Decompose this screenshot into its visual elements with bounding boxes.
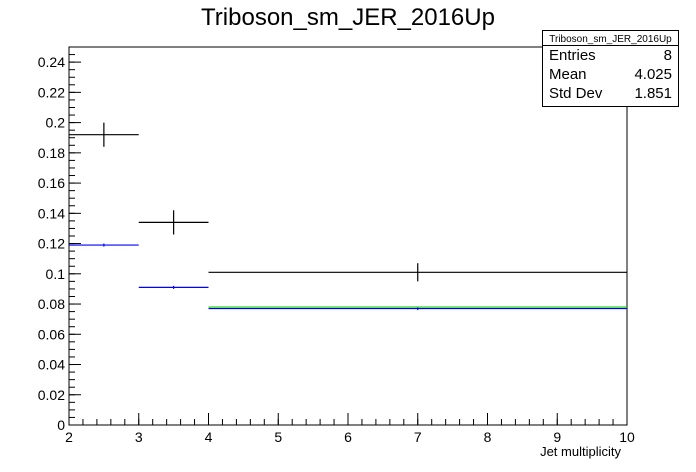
y-tick-label: 0.06 bbox=[38, 326, 65, 342]
stats-label: Entries bbox=[549, 47, 596, 64]
x-tick-label: 8 bbox=[484, 429, 492, 445]
y-tick-label: 0 bbox=[57, 417, 65, 433]
y-tick-label: 0.04 bbox=[38, 357, 65, 373]
x-tick-label: 7 bbox=[414, 429, 422, 445]
x-tick-label: 9 bbox=[553, 429, 561, 445]
stats-row-mean: Mean 4.025 bbox=[543, 65, 678, 84]
stats-value: 1.851 bbox=[634, 85, 672, 102]
y-tick-label: 0.02 bbox=[38, 387, 65, 403]
stats-value: 8 bbox=[663, 47, 672, 64]
stats-box: Triboson_sm_JER_2016Up Entries 8 Mean 4.… bbox=[542, 30, 679, 107]
x-tick-label: 6 bbox=[344, 429, 352, 445]
stats-label: Mean bbox=[549, 66, 587, 83]
x-tick-label: 3 bbox=[135, 429, 143, 445]
y-tick-label: 0.22 bbox=[38, 84, 65, 100]
stats-value: 4.025 bbox=[634, 66, 672, 83]
y-tick-label: 0.2 bbox=[46, 115, 66, 131]
y-tick-label: 0.14 bbox=[38, 205, 65, 221]
x-tick-label: 4 bbox=[205, 429, 213, 445]
x-tick-label: 2 bbox=[65, 429, 73, 445]
y-tick-label: 0.1 bbox=[46, 266, 66, 282]
y-tick-label: 0.18 bbox=[38, 145, 65, 161]
x-tick-label: 5 bbox=[274, 429, 282, 445]
chart-title: Triboson_sm_JER_2016Up bbox=[201, 4, 495, 31]
stats-label: Std Dev bbox=[549, 85, 603, 102]
y-tick-label: 0.12 bbox=[38, 236, 65, 252]
y-tick-label: 0.16 bbox=[38, 175, 65, 191]
stats-box-name: Triboson_sm_JER_2016Up bbox=[543, 31, 678, 46]
y-tick-label: 0.24 bbox=[38, 54, 65, 70]
stats-row-stddev: Std Dev 1.851 bbox=[543, 84, 678, 103]
y-tick-label: 0.08 bbox=[38, 296, 65, 312]
stats-row-entries: Entries 8 bbox=[543, 46, 678, 65]
x-tick-label: 10 bbox=[619, 429, 635, 445]
x-axis-label: Jet multiplicity bbox=[540, 444, 621, 459]
